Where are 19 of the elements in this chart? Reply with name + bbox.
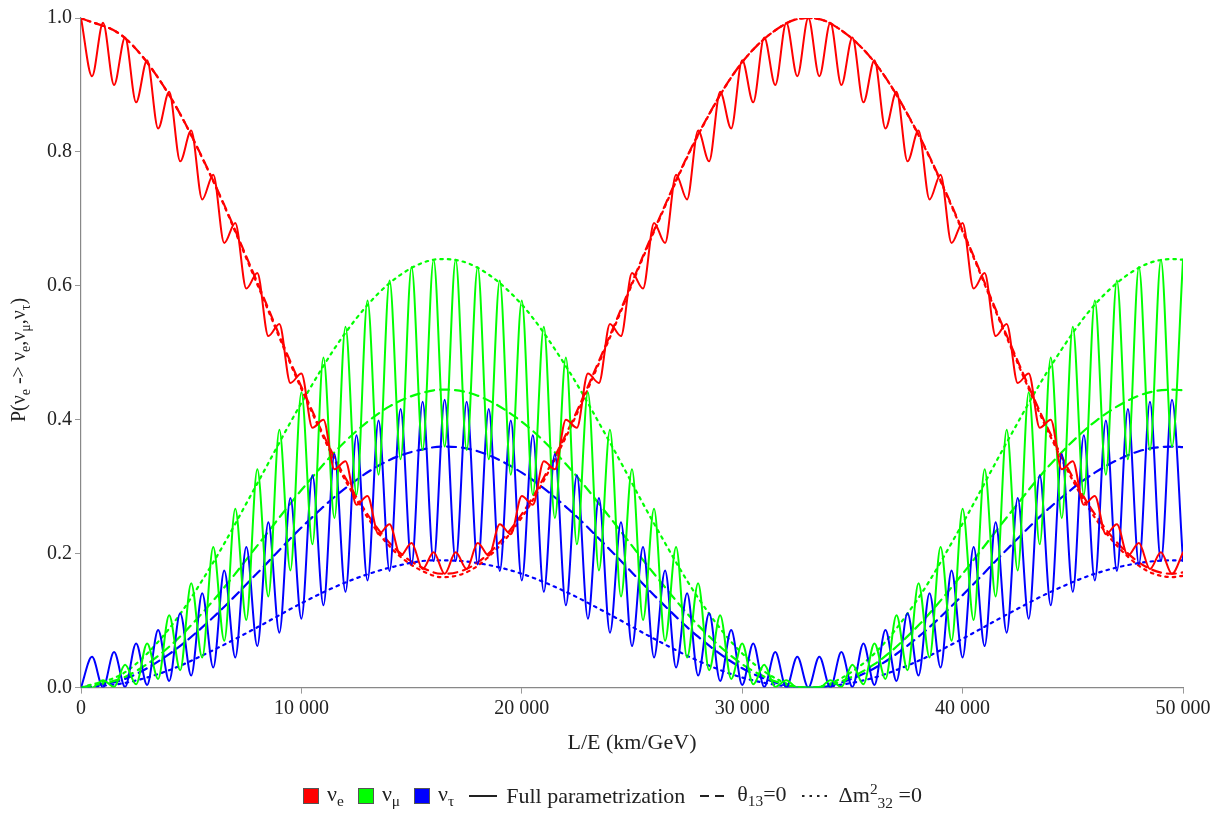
x-axis-title: L/E (km/GeV) xyxy=(567,728,697,754)
y-tick-label: 0.8 xyxy=(47,139,72,162)
x-tick-label: 30 000 xyxy=(714,695,770,718)
text: Full parametrization xyxy=(506,782,686,809)
x-tick-label: 40 000 xyxy=(935,695,991,718)
legend-label: ν$_{τ}$ xyxy=(438,781,455,811)
y-tick-label: 1.0 xyxy=(47,5,72,28)
legend-label: ν$_{e}$ xyxy=(327,781,344,811)
x-tick-label: 0 xyxy=(76,695,86,718)
x-tick-label: 20 000 xyxy=(494,695,550,718)
y-tick-label: 0.6 xyxy=(47,273,72,296)
y-tick-label: 0.0 xyxy=(47,674,72,697)
x-tick-label: 10 000 xyxy=(273,695,329,718)
text: Δm$^{2}$$_{32}$ =0 xyxy=(838,780,922,812)
legend-label: ν$_{μ}$ xyxy=(381,781,401,811)
y-tick-label: 0.4 xyxy=(47,407,72,430)
text: θ$_{13}$=0 xyxy=(737,781,787,811)
y-tick-label: 0.2 xyxy=(47,540,72,563)
x-tick-label: 50 000 xyxy=(1155,695,1211,718)
